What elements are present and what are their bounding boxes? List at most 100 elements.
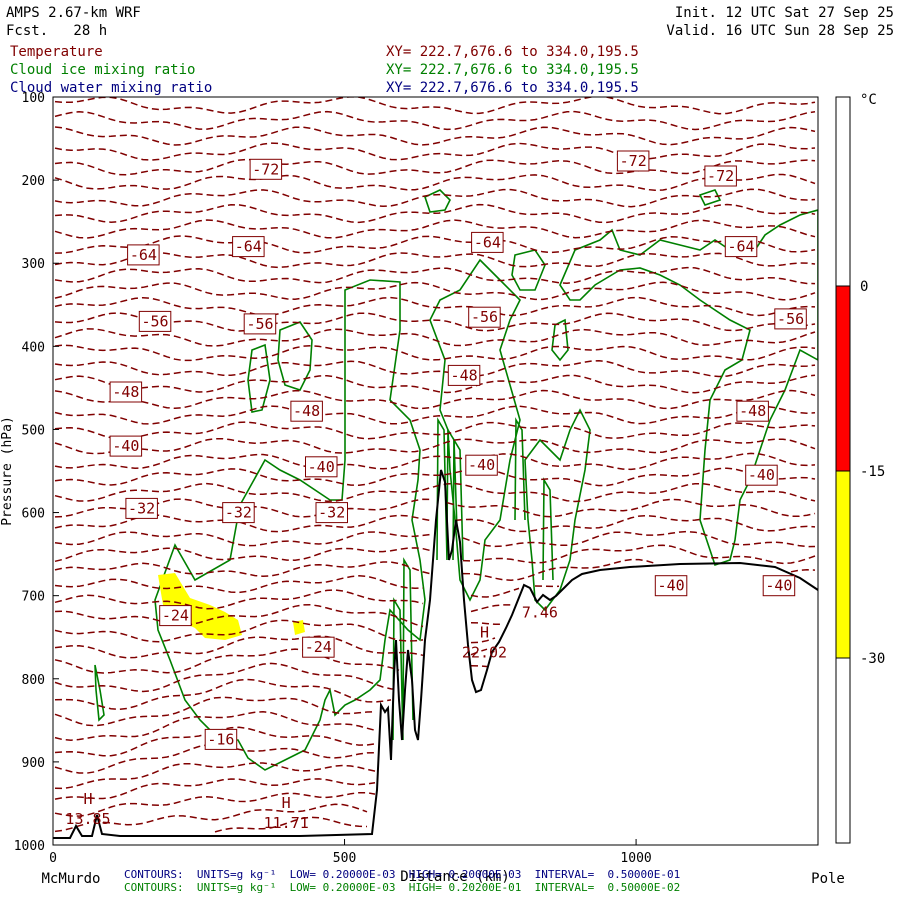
temperature-label: -72 [252,160,279,178]
x-tick-label: 0 [49,851,57,866]
temperature-label: -64 [474,233,501,251]
isotherm [54,110,816,131]
cloud-water-area [293,620,305,635]
temperature-label-box [290,400,323,422]
temperature-label-box [109,381,143,403]
cloud-ice-contours [94,189,818,771]
temperature-label: -56 [777,310,804,328]
y-tick-label: 1000 [14,839,45,854]
isotherm [54,405,816,425]
colorbar-band [836,471,850,658]
ice-contour [424,189,451,213]
isotherm [54,328,816,347]
isotherm [54,696,376,727]
temperature-label-box [243,313,277,335]
isotherm [54,374,816,394]
isotherm [54,344,816,362]
temperature-label-box [762,575,796,597]
colorbar-band [836,286,850,471]
temperature-label: -64 [130,246,157,264]
terrain-profile [53,469,818,839]
x-axis-label: Distance (km) [400,869,510,885]
isotherm [470,637,496,644]
init-time: Init. 12 UTC Sat 27 Sep 25 [674,5,894,21]
isotherm [54,575,424,594]
ice-contour [514,417,526,521]
colorbar: 0 -15 -30 °C [835,92,885,844]
isotherm [54,778,376,800]
temperature-label: -40 [468,456,495,474]
y-tick-label: 100 [22,91,45,106]
isotherm [470,587,520,598]
isotherm [470,664,488,668]
ice-contour [698,189,722,206]
temperature-label-box [138,310,172,332]
high-value: 22.02 [462,644,507,662]
model-title: AMPS 2.67-km WRF [6,5,141,21]
isotherm [54,312,816,332]
temperature-label-box [654,575,688,597]
ice-contour [446,427,458,531]
isotherm [54,389,816,410]
ice-contour [277,321,313,391]
isotherm [54,203,816,224]
isotherm [54,421,816,440]
isotherm [462,558,656,581]
temperature-label-box [159,605,192,627]
temperature-label-box [616,150,650,172]
temperature-label: -56 [246,315,273,333]
temperature-label-box [745,464,778,486]
x-tick-label: 500 [333,851,356,866]
temperature-label: -40 [308,458,335,476]
temperature-label: -40 [112,437,139,455]
y-axis-label: Pressure (hPa) [0,416,15,526]
temperature-label: -16 [207,730,234,748]
temperature-label: -48 [451,366,478,384]
isotherm [54,589,424,610]
isotherm [54,561,432,578]
ice-contour [511,249,546,291]
isotherm [54,452,816,471]
isotherm [54,97,816,115]
temperature-label-box [774,308,807,330]
isotherm [54,281,816,301]
ice-contour [542,477,554,581]
temperature-label: -64 [727,238,754,256]
y-tick-label: 200 [22,174,45,189]
temperature-label-box [724,236,758,258]
contour-info-ice: CONTOURS: UNITS=g kg⁻¹ LOW= 0.20000E-03 … [124,881,681,894]
contour-info-water: CONTOURS: UNITS=g kg⁻¹ LOW= 0.20000E-03 … [124,868,681,881]
colorbar-band [836,97,850,286]
isotherm [54,126,816,146]
isotherm [214,816,368,833]
temperature-label: -48 [112,383,139,401]
isotherm [54,762,376,790]
terrain-line [53,469,818,839]
y-tick-label: 600 [22,507,45,522]
temperature-label-box [447,364,481,386]
isotherm [54,219,816,239]
field-cloud-water: Cloud water mixing ratio [10,80,213,96]
colorbar-tick-label: -15 [860,464,885,480]
colorbar-tick-label: 0 [860,279,868,295]
high-value: 11.71 [264,814,309,832]
isotherm [54,467,816,487]
temperature-label-box [471,231,504,253]
temperature-label-box [232,236,265,258]
ice-contour [551,318,569,362]
isotherm [54,251,816,269]
temperature-label: -56 [141,312,168,330]
temperature-label-box [465,454,498,476]
high-value: 13.85 [65,810,110,828]
temperature-label-box [704,165,737,187]
x-tick-label: 1000 [620,851,651,866]
ice-contour [524,408,591,612]
field-cloud-water-xy: XY= 222.7,676.6 to 334.0,195.5 [386,80,639,96]
temperature-label: -72 [620,152,647,170]
isotherm [54,547,432,563]
isotherm [462,530,816,548]
high-marker: H [480,624,489,642]
colorbar-frame [835,96,851,844]
isotherm [54,822,88,833]
temperature-label: -48 [293,402,320,420]
